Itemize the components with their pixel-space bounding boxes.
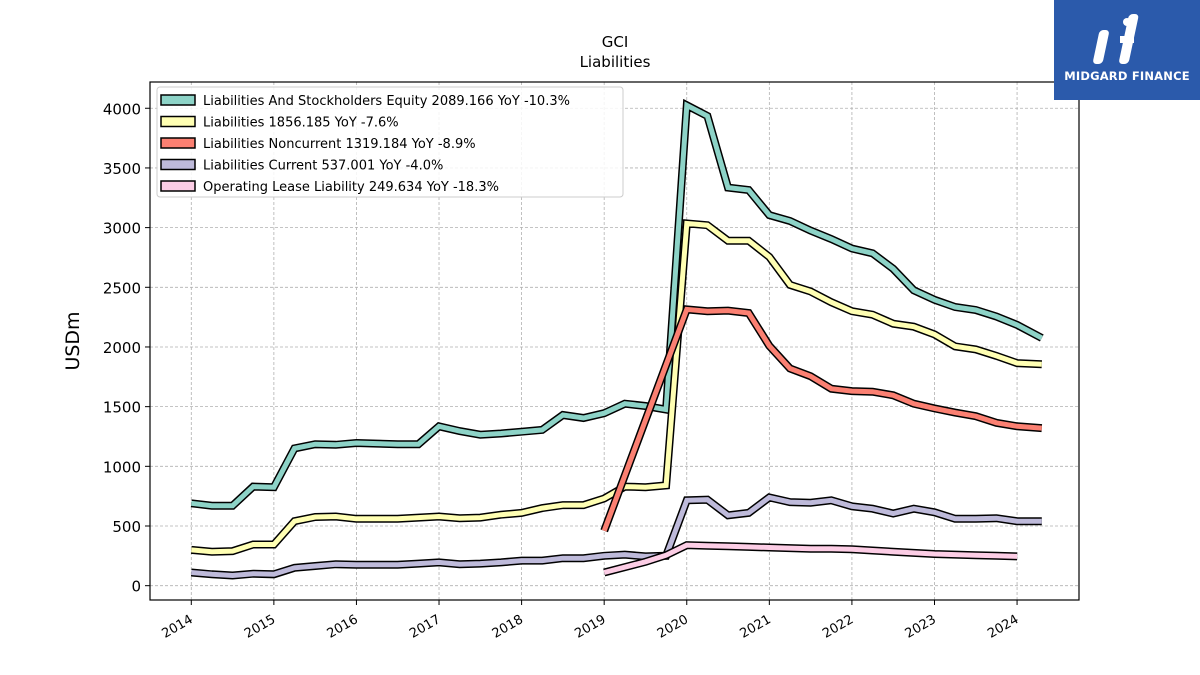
legend-swatch xyxy=(160,94,196,106)
plot-frame xyxy=(149,81,1080,601)
chart-title: GCI xyxy=(602,33,629,51)
y-axis-label: USDm xyxy=(62,311,84,370)
y-tick-label: 1500 xyxy=(103,399,141,417)
series-line xyxy=(601,306,1042,532)
legend-label: Operating Lease Liability 249.634 YoY -1… xyxy=(203,180,499,195)
x-tick-label: 2024 xyxy=(985,612,1021,642)
legend-swatch xyxy=(160,115,196,128)
series-lines xyxy=(190,98,1044,580)
y-tick-label: 3500 xyxy=(103,160,141,178)
brand-name: MIDGARD FINANCE xyxy=(1064,69,1190,83)
legend-label: Liabilities And Stockholders Equity 2089… xyxy=(203,94,570,109)
series-line xyxy=(603,542,1018,575)
y-tick-label: 4000 xyxy=(103,100,141,118)
y-tick-label: 500 xyxy=(112,518,141,536)
brand-logo: MIDGARD FINANCE xyxy=(1054,0,1200,100)
legend-swatch xyxy=(160,158,196,171)
series-3 xyxy=(190,493,1042,580)
x-tick-label: 2021 xyxy=(738,612,774,642)
legend-swatch xyxy=(160,137,196,149)
legend-label: Liabilities Noncurrent 1319.184 YoY -8.9… xyxy=(203,137,476,152)
y-tick-label: 0 xyxy=(131,578,141,596)
x-tick-label: 2016 xyxy=(325,612,361,642)
series-2 xyxy=(600,305,1043,533)
y-tick-label: 2000 xyxy=(103,339,141,357)
series-line xyxy=(191,101,1043,509)
x-tick-label: 2019 xyxy=(572,612,608,642)
x-tick-label: 2022 xyxy=(820,612,856,642)
y-tick-label: 1000 xyxy=(103,458,141,476)
series-0 xyxy=(190,98,1044,510)
brand-mark-icon xyxy=(1093,14,1139,64)
legend: Liabilities And Stockholders Equity 2089… xyxy=(156,86,624,198)
x-tick-label: 2015 xyxy=(242,612,278,642)
series-4 xyxy=(603,541,1018,577)
y-tick-label: 3000 xyxy=(103,220,141,238)
x-tick-label: 2018 xyxy=(490,612,526,642)
y-tick-label: 2500 xyxy=(103,279,141,297)
legend-label: Liabilities Current 537.001 YoY -4.0% xyxy=(203,159,443,174)
series-line xyxy=(191,494,1042,579)
legend-swatch xyxy=(160,180,196,192)
chart-subtitle: Liabilities xyxy=(580,53,651,71)
legend-label: Liabilities 1856.185 YoY -7.6% xyxy=(203,116,399,131)
legend-box xyxy=(156,86,624,198)
x-tick-label: 2014 xyxy=(159,612,195,642)
x-tick-label: 2023 xyxy=(903,612,939,642)
x-tick-label: 2017 xyxy=(407,612,443,642)
x-tick-label: 2020 xyxy=(655,612,691,642)
